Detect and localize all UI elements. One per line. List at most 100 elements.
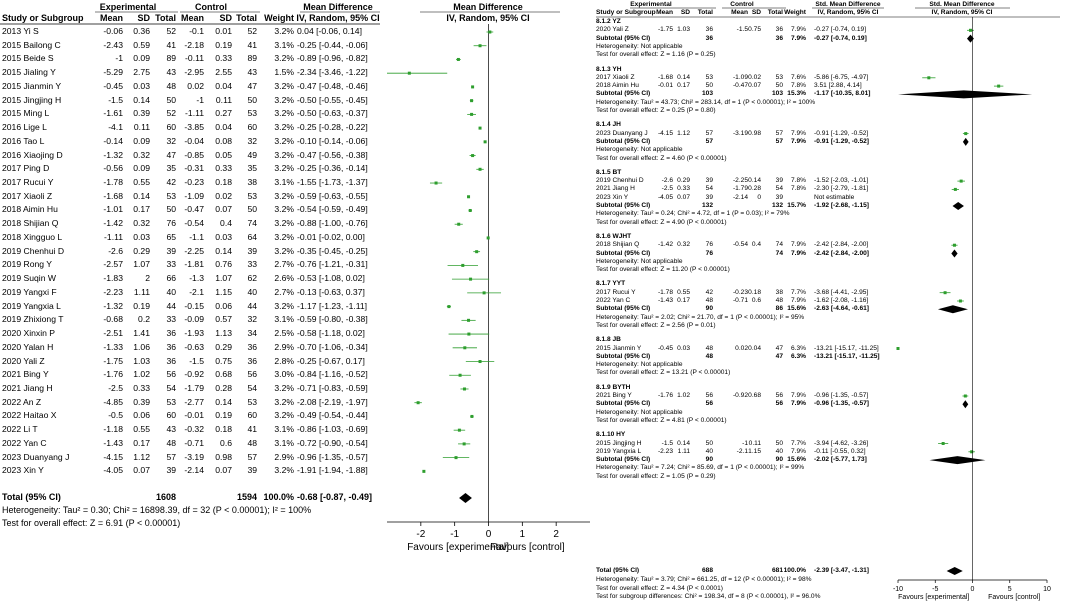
- subtotal-weight: 15.6%: [787, 305, 806, 313]
- study-ci: -0.25 [-0.28, -0.22]: [297, 122, 368, 133]
- exp-total: 56: [166, 369, 176, 380]
- r-study-ci: -0.96 [-1.35, -0.57]: [814, 392, 869, 399]
- exp-mean: -1.42: [103, 218, 123, 229]
- exp-mean: -0.06: [103, 26, 123, 36]
- x-tick-label: -1: [450, 529, 459, 540]
- exp-mean: -1.11: [104, 231, 123, 242]
- study-weight: 1.5%: [274, 67, 294, 78]
- r-study-weight: 7.9%: [790, 241, 806, 249]
- exp-total: 39: [166, 465, 176, 476]
- subgroup-note: Test for overall effect: Z = 1.05 (P = 0…: [596, 472, 716, 480]
- study-marker: [468, 208, 472, 212]
- ctl-sd: 0.76: [215, 259, 232, 270]
- subtotal-ci: -0.91 [-1.29, -0.52]: [814, 137, 869, 145]
- study-marker: [457, 428, 461, 432]
- study-weight: 3.2%: [274, 122, 294, 133]
- study-weight: 3.2%: [274, 382, 294, 393]
- total-diamond: [459, 493, 472, 503]
- study-name: 2022 An Z: [2, 396, 42, 407]
- subtotal-ci: -1.17 [-10.35, 8.01]: [814, 90, 871, 98]
- r-ctl-sd: 0.02: [748, 73, 761, 81]
- study-ci: -0.88 [-1.00, -0.76]: [297, 218, 368, 229]
- r-ctl-mean: -1.79: [732, 185, 748, 193]
- ctl-mean: -1.81: [184, 259, 204, 270]
- study-weight: 3.2%: [274, 94, 294, 105]
- exp-total: 76: [166, 218, 176, 229]
- ctl-total: 41: [247, 424, 257, 435]
- ctl-sd: 0.18: [215, 424, 232, 435]
- total-weight: 100.0%: [263, 492, 294, 502]
- study-ci: -2.08 [-2.19, -1.97]: [297, 396, 368, 407]
- study-weight: 3.2%: [274, 204, 294, 215]
- subtotal-diamond: [898, 90, 1033, 99]
- study-weight: 2.9%: [274, 451, 294, 462]
- r-study-weight: 7.8%: [790, 82, 806, 90]
- subgroup-note: Heterogeneity: Tau² = 2.02; Chi² = 21.70…: [596, 313, 805, 321]
- ctl-mean: -2.14: [184, 465, 204, 476]
- ctl-mean: -1.5: [189, 355, 204, 366]
- r-col-exp-sd: SD: [680, 9, 690, 16]
- exp-total: 54: [166, 382, 176, 393]
- exp-total: 32: [166, 135, 176, 146]
- subtotal-weight: 7.9%: [790, 400, 806, 408]
- header-experimental: Experimental: [99, 2, 157, 12]
- study-ci: -1.55 [-1.73, -1.37]: [297, 177, 368, 188]
- r-study-ci: -0.27 [-0.74, 0.19]: [814, 26, 867, 34]
- exp-total: 36: [166, 341, 176, 352]
- exp-total: 35: [166, 163, 176, 174]
- exp-total: 43: [166, 67, 176, 78]
- exp-mean: -2.51: [103, 328, 123, 339]
- study-marker: [461, 263, 465, 267]
- study-weight: 3.2%: [274, 231, 294, 242]
- r-study-ci: -0.11 [-0.55, 0.32]: [814, 447, 866, 455]
- r-study-name: 2019 Chenhui D: [596, 177, 644, 185]
- study-marker: [456, 57, 460, 61]
- ctl-sd: 2.55: [215, 67, 232, 78]
- ctl-mean: -2.25: [184, 245, 204, 256]
- study-name: 2019 Yangxi F: [2, 286, 57, 297]
- r-col-ci: IV, Random, 95% CI: [817, 9, 879, 16]
- subtotal-ci: -2.63 [-4.64, -0.61]: [814, 305, 869, 313]
- r-study-marker: [963, 394, 967, 398]
- r-exp-mean: -1.42: [657, 241, 673, 249]
- r-study-name: 2018 Shijian Q: [596, 241, 640, 249]
- ctl-mean: -0.15: [184, 300, 204, 311]
- subtotal-ctl-n: 47: [775, 352, 783, 360]
- study-ci: -0.86 [-1.03, -0.69]: [297, 424, 368, 435]
- r-study-ci: Not estimable: [814, 193, 855, 201]
- r-x-tick-label: -10: [893, 586, 903, 593]
- study-name: 2020 Xinxin P: [2, 328, 56, 339]
- exp-sd: 0.32: [133, 218, 150, 229]
- ctl-sd: 0.11: [215, 94, 232, 105]
- col-study: Study or Subgroup: [2, 13, 84, 23]
- r-ctl-sd: 0.14: [748, 177, 761, 185]
- ctl-sd: 0.08: [215, 135, 232, 146]
- r-exp-total: 39: [705, 177, 713, 185]
- r-study-weight: 7.6%: [790, 73, 806, 81]
- r-header-control: Control: [730, 1, 754, 8]
- x-tick-label: 1: [520, 529, 526, 540]
- exp-sd: 0.36: [133, 26, 150, 36]
- total-label: Total (95% CI): [2, 492, 61, 502]
- r-ctl-sd: 0.04: [748, 344, 761, 352]
- study-weight: 3.2%: [274, 218, 294, 229]
- study-weight: 3.2%: [274, 53, 294, 64]
- r-x-tick-label: -5: [932, 586, 938, 593]
- subtotal-exp-n: 90: [705, 305, 713, 313]
- r-study-weight: 7.7%: [790, 439, 806, 447]
- study-weight: 2.7%: [274, 286, 294, 297]
- study-ci: -0.53 [-1.08, 0.02]: [297, 273, 365, 284]
- exp-mean: -1.32: [103, 300, 123, 311]
- exp-total: 48: [166, 80, 176, 91]
- r-ctl-total: 36: [775, 26, 783, 34]
- r-ctl-total: 56: [775, 392, 783, 399]
- study-marker: [407, 71, 411, 75]
- r-exp-total: 76: [705, 241, 713, 249]
- r-exp-sd: 0.07: [677, 193, 690, 201]
- r-exp-mean: -1.75: [657, 26, 673, 34]
- exp-mean: -0.56: [103, 163, 123, 174]
- study-name: 2022 Yan C: [2, 437, 47, 448]
- subtotal-label: Subtotal (95% CI): [596, 137, 651, 145]
- exp-sd: 0.07: [133, 465, 150, 476]
- r-exp-sd: 1.03: [677, 26, 690, 34]
